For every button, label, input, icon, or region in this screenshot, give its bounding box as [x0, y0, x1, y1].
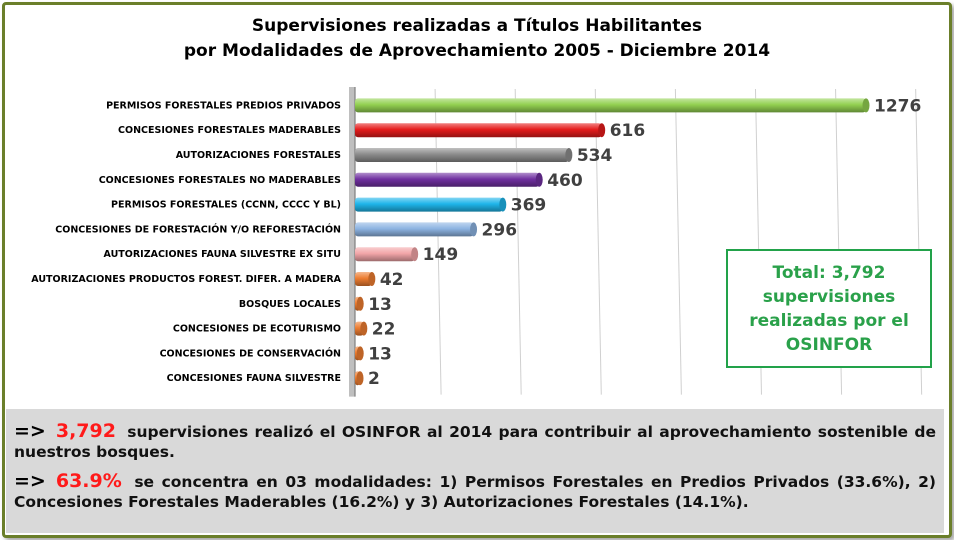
- value-label: 534: [577, 146, 613, 166]
- bar-cap: [411, 247, 419, 262]
- arrow-icon: =>: [14, 470, 46, 492]
- chart-title-line-2: por Modalidades de Aprovechamiento 2005 …: [183, 41, 771, 61]
- value-label: 13: [368, 344, 392, 364]
- bar-layer: [355, 98, 870, 386]
- category-label: CONCESIONES DE FORESTACIÓN Y/O REFORESTA…: [55, 223, 341, 235]
- bar-cap: [356, 346, 364, 361]
- gridline: [514, 88, 522, 395]
- bar-cap: [535, 172, 543, 187]
- value-label: 22: [372, 320, 396, 340]
- bar: [355, 148, 569, 162]
- bar: [355, 123, 602, 138]
- arrow-icon: =>: [14, 420, 46, 442]
- category-label: CONCESIONES FAUNA SILVESTRE: [167, 373, 341, 384]
- total-text: Total: 3,792 supervisiones realizadas po…: [737, 261, 921, 357]
- bar: [355, 197, 503, 212]
- bar-cap: [598, 123, 606, 138]
- bar-cap: [862, 98, 870, 113]
- category-label: CONCESIONES FORESTALES MADERABLES: [118, 125, 341, 136]
- axis-layer: [349, 87, 356, 397]
- gridline: [594, 88, 602, 395]
- bar-cap: [360, 321, 368, 336]
- note-2: => 63.9% se concentra en 03 modalidades: …: [14, 471, 936, 512]
- value-label: 1276: [874, 96, 921, 116]
- category-label: PERMISOS FORESTALES PREDIOS PRIVADOS: [106, 100, 341, 111]
- bar: [355, 98, 866, 113]
- note-2-text: se concentra en 03 modalidades: 1) Permi…: [14, 473, 936, 511]
- category-label: BOSQUES LOCALES: [239, 299, 341, 310]
- gridline: [434, 88, 442, 395]
- value-label: 460: [547, 171, 583, 191]
- bar: [355, 272, 372, 286]
- value-label: 616: [610, 121, 646, 141]
- value-label: 13: [368, 295, 392, 315]
- bar-cap: [470, 222, 478, 237]
- notes-panel: => 3,792 supervisiones realizó el OSINFOR…: [6, 409, 944, 533]
- bar: [355, 222, 474, 237]
- label-layer: PERMISOS FORESTALES PREDIOS PRIVADOS 1276…: [31, 96, 921, 389]
- value-label: 2: [368, 369, 380, 389]
- bar-cap: [499, 197, 507, 212]
- gridline: [674, 88, 682, 395]
- value-label: 149: [423, 245, 459, 265]
- total-line-2: supervisiones: [762, 286, 896, 307]
- chart-title-line-1: Supervisiones realizadas a Títulos Habil…: [251, 16, 703, 36]
- axis-wall: [349, 87, 355, 397]
- category-label: PERMISOS FORESTALES (CCNN, CCCC Y BL): [111, 200, 341, 211]
- bar-cap: [368, 272, 376, 286]
- bar-cap: [565, 148, 573, 162]
- chart-title: Supervisiones realizadas a Títulos Habil…: [0, 14, 954, 64]
- note-2-highlight: 63.9%: [55, 470, 122, 492]
- value-label: 296: [482, 220, 518, 240]
- note-1-highlight: 3,792: [55, 420, 116, 442]
- category-label: AUTORIZACIONES FORESTALES: [176, 150, 341, 161]
- category-label: AUTORIZACIONES FAUNA SILVESTRE EX SITU: [104, 249, 341, 260]
- category-label: AUTORIZACIONES PRODUCTOS FOREST. DIFER. …: [31, 274, 341, 285]
- value-label: 369: [511, 196, 547, 216]
- note-1: => 3,792 supervisiones realizó el OSINFOR…: [14, 421, 936, 462]
- total-box: Total: 3,792 supervisiones realizadas po…: [726, 249, 932, 368]
- bar: [355, 172, 540, 187]
- category-label: CONCESIONES FORESTALES NO MADERABLES: [99, 175, 341, 186]
- bar-cap: [356, 296, 364, 311]
- value-label: 42: [380, 270, 404, 290]
- category-label: CONCESIONES DE ECOTURISMO: [173, 324, 341, 335]
- total-line-3: realizadas por el: [749, 310, 909, 331]
- total-line-1: Total: 3,792: [772, 262, 886, 283]
- note-1-text: supervisiones realizó el OSINFOR al 2014…: [14, 423, 936, 461]
- total-line-4: OSINFOR: [785, 334, 873, 355]
- bar: [355, 247, 415, 262]
- category-label: CONCESIONES DE CONSERVACIÓN: [160, 347, 341, 359]
- bar-cap: [356, 371, 364, 386]
